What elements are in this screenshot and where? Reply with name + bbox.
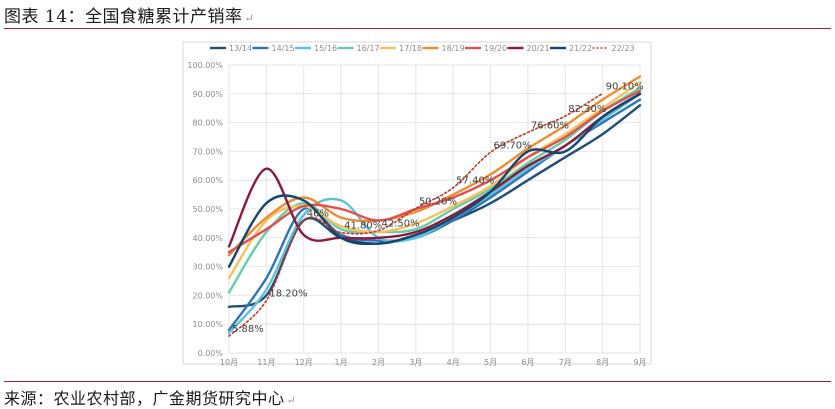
x-tick-label: 1月 — [335, 358, 348, 367]
y-tick-label: 90.00% — [192, 90, 223, 99]
y-tick-label: 60.00% — [192, 176, 223, 185]
y-tick-label: 30.00% — [192, 263, 223, 272]
return-mark-icon: ↵ — [244, 12, 255, 25]
y-tick-label: 10.00% — [192, 320, 223, 329]
legend-label: 22/23 — [612, 44, 635, 53]
y-tick-label: 40.00% — [192, 234, 223, 243]
plot-frame — [182, 41, 652, 365]
y-tick-label: 50.00% — [192, 205, 223, 214]
x-tick-label: 4月 — [447, 358, 460, 367]
data-label: 76.60% — [531, 120, 569, 131]
legend-label: 16/17 — [357, 44, 380, 53]
x-tick-label: 5月 — [484, 358, 497, 367]
data-label: 46% — [307, 209, 329, 220]
data-label: 41.80% — [344, 221, 382, 232]
legend-label: 20/21 — [527, 44, 550, 53]
series-line-19-20 — [227, 89, 642, 254]
x-tick-label: 12月 — [295, 358, 313, 367]
data-label: 5.88% — [232, 324, 264, 335]
x-tick-label: 6月 — [521, 358, 534, 367]
y-tick-label: 0.00% — [198, 349, 224, 358]
x-tick-label: 9月 — [633, 358, 646, 367]
data-label: 18.20% — [269, 289, 307, 300]
bottom-divider — [4, 381, 831, 382]
y-tick-label: 20.00% — [192, 291, 223, 300]
data-label: 57.40% — [456, 176, 494, 187]
legend-label: 14/15 — [272, 44, 295, 53]
source-note: 来源：农业农村部，广金期货研究中心 ↵ — [4, 385, 296, 409]
data-label: 69.70% — [494, 140, 532, 151]
legend-label: 21/22 — [569, 44, 592, 53]
legend-label: 13/14 — [229, 44, 252, 53]
legend-label: 18/19 — [442, 44, 465, 53]
y-tick-label: 80.00% — [192, 119, 223, 128]
top-divider — [4, 28, 831, 29]
figure-title-text: 图表 14：全国食糖累计产销率 — [4, 7, 243, 27]
figure-title: 图表 14：全国食糖累计产销率 ↵ — [4, 2, 254, 27]
data-label: 90.10% — [606, 82, 644, 93]
x-tick-label: 10月 — [220, 358, 238, 367]
x-tick-label: 2月 — [372, 358, 385, 367]
series-line-22-23 — [228, 92, 604, 337]
series-line-21-22 — [227, 92, 642, 268]
y-tick-label: 100.00% — [187, 61, 223, 70]
data-label: 42.50% — [381, 219, 419, 230]
x-tick-label: 3月 — [409, 358, 422, 367]
y-tick-label: 70.00% — [192, 147, 223, 156]
legend-label: 19/20 — [484, 44, 507, 53]
return-mark-icon-2: ↵ — [286, 394, 297, 407]
data-label: 82.30% — [568, 104, 606, 115]
series-line-20-21 — [227, 92, 642, 248]
source-text: 来源：农业农村部，广金期货研究中心 — [4, 389, 285, 408]
data-label: 50.20% — [419, 196, 457, 207]
series-line-17-18 — [227, 81, 642, 280]
x-tick-label: 8月 — [596, 358, 609, 367]
legend-label: 15/16 — [314, 44, 337, 53]
x-tick-label: 11月 — [257, 358, 275, 367]
x-tick-label: 7月 — [559, 358, 572, 367]
legend-label: 17/18 — [399, 44, 422, 53]
